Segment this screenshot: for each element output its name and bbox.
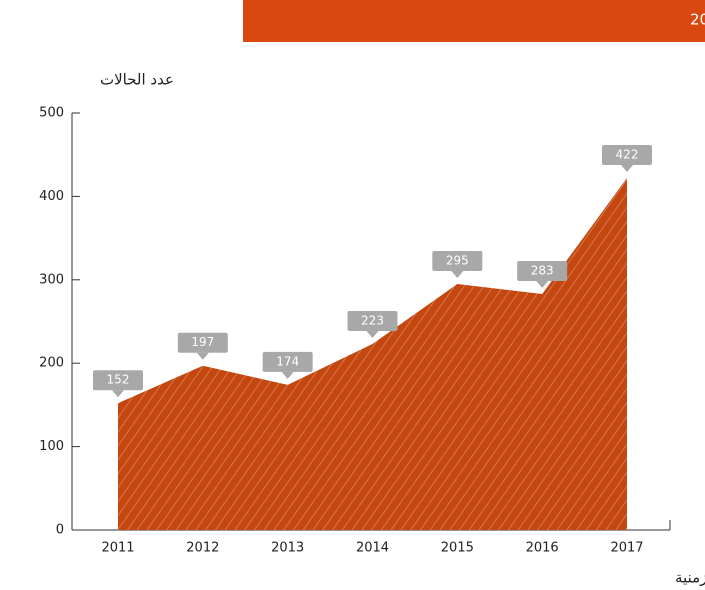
y-tick-label: 0 (56, 523, 64, 538)
data-label-box (177, 332, 228, 353)
x-tick-label: 2012 (186, 541, 219, 556)
data-label-pointer (281, 371, 294, 379)
data-label-pointer (366, 331, 379, 339)
area-texture (118, 178, 627, 530)
data-label: 223 (361, 314, 384, 328)
data-label-pointer (536, 280, 549, 288)
data-label: 422 (616, 148, 639, 162)
y-tick-label: 300 (39, 272, 64, 287)
data-label-pointer (196, 352, 209, 360)
data-label-pointer (451, 270, 464, 278)
x-axis-label: الفترة الزمنية (675, 569, 705, 587)
data-label-box (347, 311, 398, 332)
data-label-box (602, 145, 652, 166)
data-label-pointer (621, 165, 633, 173)
data-label-box (262, 351, 313, 372)
y-tick-label: 400 (39, 189, 64, 204)
x-tick-label: 2016 (526, 541, 559, 556)
x-tick-label: 2014 (356, 541, 389, 556)
data-label-box (432, 250, 483, 271)
data-label: 295 (446, 253, 469, 267)
x-tick-label: 2015 (441, 541, 474, 556)
data-label: 174 (276, 354, 299, 368)
data-label-pointer (112, 390, 124, 398)
data-label: 152 (107, 373, 130, 387)
x-tick-label: 2013 (271, 541, 304, 556)
data-label: 283 (531, 263, 554, 277)
title-banner (243, 0, 705, 42)
y-tick-label: 500 (39, 106, 64, 121)
x-tick-label: 2011 (101, 541, 134, 556)
data-label-box (517, 260, 568, 281)
data-label: 197 (191, 335, 214, 349)
y-tick-label: 100 (39, 439, 64, 454)
chart-title: عدد الوقائع وفقًا للفترة الزمنية منذ 201… (690, 11, 705, 29)
y-axis-label: عدد الحالات (100, 71, 174, 89)
data-label-box (93, 370, 143, 391)
x-tick-label: 2017 (610, 541, 643, 556)
y-tick-label: 200 (39, 356, 64, 371)
